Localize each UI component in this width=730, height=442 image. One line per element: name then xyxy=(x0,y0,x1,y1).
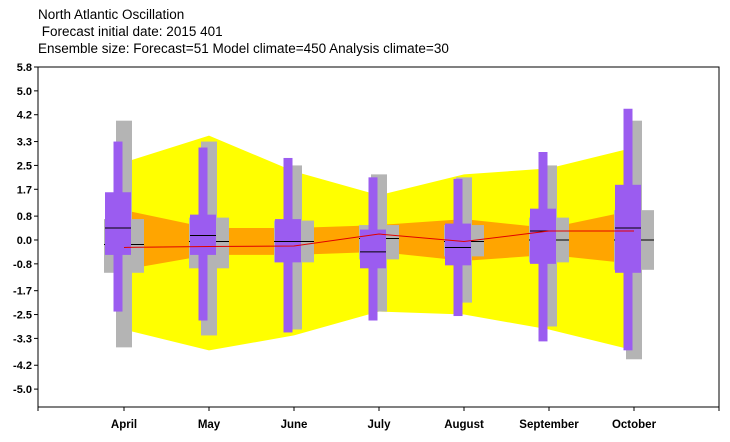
x-tick-label: June xyxy=(281,419,308,431)
forecast-box xyxy=(275,219,301,263)
y-tick-label: 0.8 xyxy=(17,211,32,223)
chart-title: North Atlantic Oscillation xyxy=(38,7,185,22)
x-tick-label: April xyxy=(111,419,137,431)
y-tick-label: 3.3 xyxy=(17,137,32,149)
forecast-date-subtitle: Forecast initial date: 2015 401 xyxy=(38,24,223,39)
x-axis: April May June July August September October xyxy=(37,407,720,431)
x-tick-label: September xyxy=(519,419,579,431)
x-tick-label: August xyxy=(444,419,484,431)
ensemble-size-subtitle: Ensemble size: Forecast=51 Model climate… xyxy=(38,41,449,56)
y-tick-label: -3.3 xyxy=(13,333,32,345)
forecast-box xyxy=(615,184,641,273)
y-tick-label: 0.0 xyxy=(17,235,32,247)
y-tick-label: -5.0 xyxy=(13,384,32,396)
x-tick-label: May xyxy=(198,419,221,431)
analysis-climate-line xyxy=(123,230,634,248)
y-tick-label: -2.5 xyxy=(13,310,32,322)
y-tick-label: 2.5 xyxy=(17,160,32,172)
x-tick-label: October xyxy=(612,419,657,431)
y-tick-label: 4.2 xyxy=(17,110,32,122)
y-tick-label: 5.8 xyxy=(17,62,32,74)
y-tick-label: -1.7 xyxy=(13,286,32,298)
y-axis: 5.8 5.0 4.2 3.3 2.5 1.7 0.8 0.0 -0.8 -1.7 -2.5 -3.3… xyxy=(13,62,38,396)
y-tick-label: -4.2 xyxy=(13,360,32,372)
forecast-box xyxy=(445,223,471,266)
forecast-box xyxy=(105,192,131,255)
x-tick-label: July xyxy=(367,419,391,431)
forecast-box xyxy=(190,214,216,255)
analysis-climate-mean-line xyxy=(123,230,634,248)
y-tick-label: 1.7 xyxy=(17,184,32,196)
forecast-box xyxy=(530,208,556,264)
y-tick-label: -0.8 xyxy=(13,259,32,271)
y-tick-label: 5.0 xyxy=(17,86,32,98)
box-plots xyxy=(104,108,654,360)
